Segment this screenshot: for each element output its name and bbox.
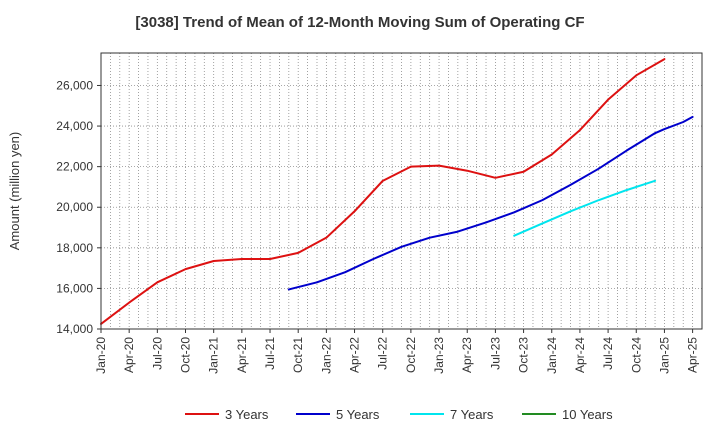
legend-label-3-years: 3 Years	[225, 407, 269, 422]
x-tick-label: Apr-23	[460, 337, 474, 373]
x-tick-label: Oct-23	[517, 337, 531, 373]
legend: 3 Years 5 Years 7 Years 10 Years	[185, 407, 613, 422]
chart-title: [3038] Trend of Mean of 12-Month Moving …	[135, 14, 584, 31]
x-tick-label: Jan-22	[319, 337, 333, 374]
x-tick-label: Oct-20	[179, 337, 193, 373]
x-tick-label: Oct-24	[629, 337, 643, 373]
legend-label-10-years: 10 Years	[562, 407, 613, 422]
legend-label-5-years: 5 Years	[336, 407, 380, 422]
x-tick-label: Jul-21	[263, 337, 277, 370]
x-tick-label: Apr-22	[348, 337, 362, 373]
plot-frame	[100, 52, 703, 330]
x-tick-label: Apr-24	[573, 337, 587, 373]
x-tick-label: Apr-20	[122, 337, 136, 373]
y-tick-label: 14,000	[56, 322, 93, 336]
plot-border	[100, 52, 703, 330]
series-layer	[100, 58, 694, 325]
x-tick-label: Oct-22	[404, 337, 418, 373]
x-tick-label: Apr-25	[686, 337, 700, 373]
x-tick-label: Jan-25	[657, 337, 671, 374]
series-line-5-years	[287, 115, 694, 291]
y-tick-label: 26,000	[56, 78, 93, 92]
x-tick-label: Oct-21	[291, 337, 305, 373]
x-tick-label: Jan-20	[94, 337, 108, 374]
y-tick-label: 18,000	[56, 241, 93, 255]
y-axis-title: Amount (million yen)	[7, 132, 22, 251]
x-tick-label: Jul-23	[488, 337, 502, 370]
y-tick-label: 22,000	[56, 160, 93, 174]
series-line-3-years	[100, 58, 666, 325]
y-tick-label: 20,000	[56, 200, 93, 214]
y-tick-label: 24,000	[56, 119, 93, 133]
series-line-7-years	[513, 179, 657, 237]
vertical-gridlines	[109, 53, 694, 329]
legend-label-7-years: 7 Years	[450, 407, 494, 422]
x-tick-label: Jul-20	[150, 337, 164, 370]
x-tick-label: Jan-23	[432, 337, 446, 374]
x-axis-ticks: Jan-20 Apr-20 Jul-20 Oct-20 Jan-21 Apr-21 Jul-…	[94, 329, 700, 374]
y-axis-ticks: 14,000 16,000 18,000 20,000 22,000 24,000 26,0…	[56, 78, 101, 336]
x-tick-label: Jul-24	[601, 337, 615, 370]
x-tick-label: Jan-24	[545, 337, 559, 374]
y-tick-label: 16,000	[56, 281, 93, 295]
x-tick-label: Jul-22	[376, 337, 390, 370]
x-tick-label: Apr-21	[235, 337, 249, 373]
x-tick-label: Jan-21	[207, 337, 221, 374]
